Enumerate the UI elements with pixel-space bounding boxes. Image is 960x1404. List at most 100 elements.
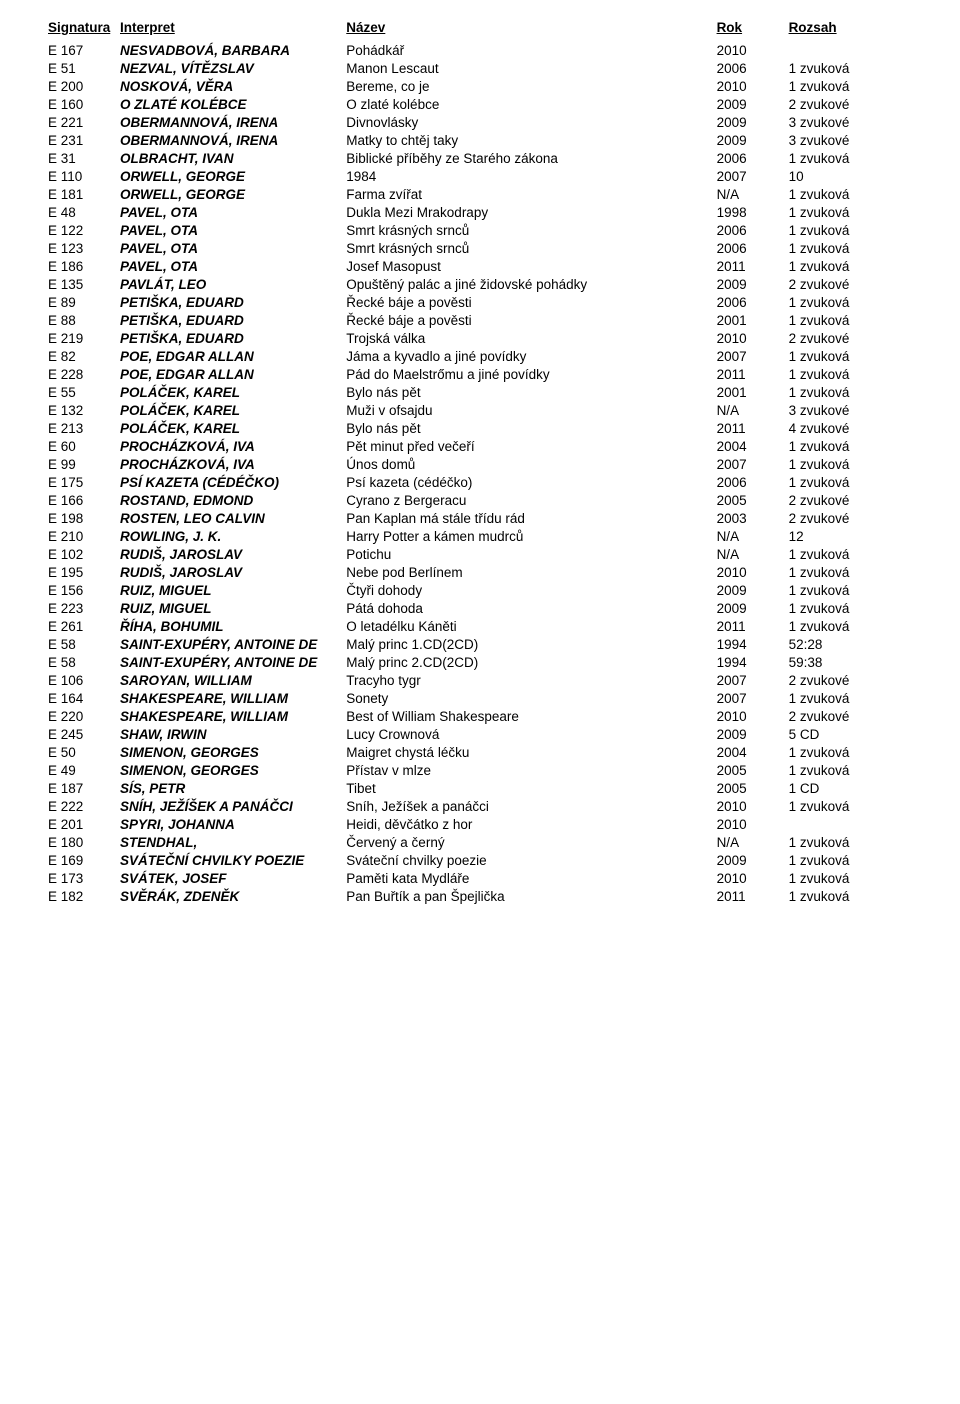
cell-rok: 2001 [717,383,789,401]
table-row: E 182SVĚRÁK, ZDENĚKPan Buřtík a pan Špej… [48,887,912,905]
cell-nazev: Tracyho tygr [346,671,716,689]
cell-nazev: Best of William Shakespeare [346,707,716,725]
cell-interpret: OBERMANNOVÁ, IRENA [120,131,346,149]
cell-rozsah: 2 zvukové [789,491,912,509]
table-row: E 60PROCHÁZKOVÁ, IVAPět minut před večeř… [48,437,912,455]
cell-rozsah: 1 zvuková [789,833,912,851]
cell-nazev: Sonety [346,689,716,707]
cell-signatura: E 106 [48,671,120,689]
cell-nazev: 1984 [346,167,716,185]
cell-rok: 2010 [717,329,789,347]
cell-signatura: E 167 [48,41,120,59]
cell-interpret: RUIZ, MIGUEL [120,599,346,617]
cell-signatura: E 222 [48,797,120,815]
cell-nazev: Pátá dohoda [346,599,716,617]
cell-signatura: E 99 [48,455,120,473]
cell-rozsah: 1 zvuková [789,239,912,257]
cell-interpret: SAINT-EXUPÉRY, ANTOINE DE [120,653,346,671]
cell-signatura: E 60 [48,437,120,455]
cell-rozsah: 1 zvuková [789,293,912,311]
cell-signatura: E 58 [48,635,120,653]
cell-nazev: Řecké báje a pověsti [346,293,716,311]
cell-rozsah: 3 zvukové [789,401,912,419]
cell-signatura: E 132 [48,401,120,419]
cell-rozsah: 2 zvukové [789,275,912,293]
cell-rok: N/A [717,833,789,851]
cell-rok: 2010 [717,815,789,833]
cell-rok: 2007 [717,455,789,473]
cell-rok: 2009 [717,275,789,293]
cell-nazev: Maigret chystá léčku [346,743,716,761]
table-row: E 195RUDIŠ, JAROSLAVNebe pod Berlínem201… [48,563,912,581]
cell-interpret: SIMENON, GEORGES [120,761,346,779]
table-row: E 231OBERMANNOVÁ, IRENAMatky to chtěj ta… [48,131,912,149]
table-row: E 55POLÁČEK, KARELBylo nás pět20011 zvuk… [48,383,912,401]
cell-rozsah: 1 zvuková [789,383,912,401]
cell-nazev: O zlaté kolébce [346,95,716,113]
cell-interpret: PROCHÁZKOVÁ, IVA [120,437,346,455]
cell-rok: 2006 [717,239,789,257]
cell-signatura: E 31 [48,149,120,167]
cell-nazev: Matky to chtěj taky [346,131,716,149]
cell-rok: 2010 [717,707,789,725]
cell-interpret: SNÍH, JEŽÍŠEK A PANÁČCI [120,797,346,815]
table-row: E 160O ZLATÉ KOLÉBCEO zlaté kolébce20092… [48,95,912,113]
table-row: E 201SPYRI, JOHANNAHeidi, děvčátko z hor… [48,815,912,833]
cell-rozsah: 1 zvuková [789,311,912,329]
table-row: E 132POLÁČEK, KARELMuži v ofsajduN/A3 zv… [48,401,912,419]
table-row: E 31OLBRACHT, IVANBiblické příběhy ze St… [48,149,912,167]
cell-rok: 2009 [717,95,789,113]
cell-interpret: PAVEL, OTA [120,221,346,239]
cell-signatura: E 220 [48,707,120,725]
cell-rok: 2004 [717,437,789,455]
cell-rok: 2003 [717,509,789,527]
cell-rozsah: 1 zvuková [789,59,912,77]
cell-signatura: E 210 [48,527,120,545]
cell-rok: 2009 [717,725,789,743]
cell-nazev: Pád do Maelstrőmu a jiné povídky [346,365,716,383]
header-nazev: Název [346,18,716,41]
cell-nazev: Malý princ 1.CD(2CD) [346,635,716,653]
cell-signatura: E 201 [48,815,120,833]
cell-signatura: E 200 [48,77,120,95]
cell-interpret: PROCHÁZKOVÁ, IVA [120,455,346,473]
cell-nazev: Paměti kata Mydláře [346,869,716,887]
cell-signatura: E 181 [48,185,120,203]
cell-nazev: Pět minut před večeří [346,437,716,455]
cell-signatura: E 160 [48,95,120,113]
cell-nazev: O letadélku Káněti [346,617,716,635]
cell-rozsah: 2 zvukové [789,509,912,527]
cell-interpret: NESVADBOVÁ, BARBARA [120,41,346,59]
cell-signatura: E 231 [48,131,120,149]
cell-rozsah: 59:38 [789,653,912,671]
cell-interpret: OBERMANNOVÁ, IRENA [120,113,346,131]
cell-nazev: Sváteční chvilky poezie [346,851,716,869]
table-row: E 200NOSKOVÁ, VĚRABereme, co je20101 zvu… [48,77,912,95]
cell-interpret: PAVEL, OTA [120,257,346,275]
cell-rozsah: 1 zvuková [789,437,912,455]
cell-signatura: E 135 [48,275,120,293]
cell-rozsah [789,815,912,833]
cell-rok: 1998 [717,203,789,221]
cell-signatura: E 49 [48,761,120,779]
cell-interpret: ROSTEN, LEO CALVIN [120,509,346,527]
table-row: E 180STENDHAL,Červený a černýN/A1 zvukov… [48,833,912,851]
cell-rozsah: 1 zvuková [789,185,912,203]
cell-signatura: E 48 [48,203,120,221]
table-row: E 110ORWELL, GEORGE1984200710 [48,167,912,185]
cell-interpret: NOSKOVÁ, VĚRA [120,77,346,95]
cell-interpret: ORWELL, GEORGE [120,167,346,185]
table-row: E 82POE, EDGAR ALLANJáma a kyvadlo a jin… [48,347,912,365]
cell-rok: 2007 [717,671,789,689]
cell-interpret: SHAKESPEARE, WILLIAM [120,707,346,725]
cell-interpret: PSÍ KAZETA (CÉDÉČKO) [120,473,346,491]
cell-nazev: Únos domů [346,455,716,473]
cell-rok: 2005 [717,761,789,779]
cell-rozsah: 1 zvuková [789,77,912,95]
cell-interpret: ROWLING, J. K. [120,527,346,545]
cell-interpret: RUDIŠ, JAROSLAV [120,545,346,563]
header-signatura: Signatura [48,18,120,41]
cell-rok: 2009 [717,599,789,617]
cell-rozsah: 1 zvuková [789,743,912,761]
cell-nazev: Pohádkář [346,41,716,59]
